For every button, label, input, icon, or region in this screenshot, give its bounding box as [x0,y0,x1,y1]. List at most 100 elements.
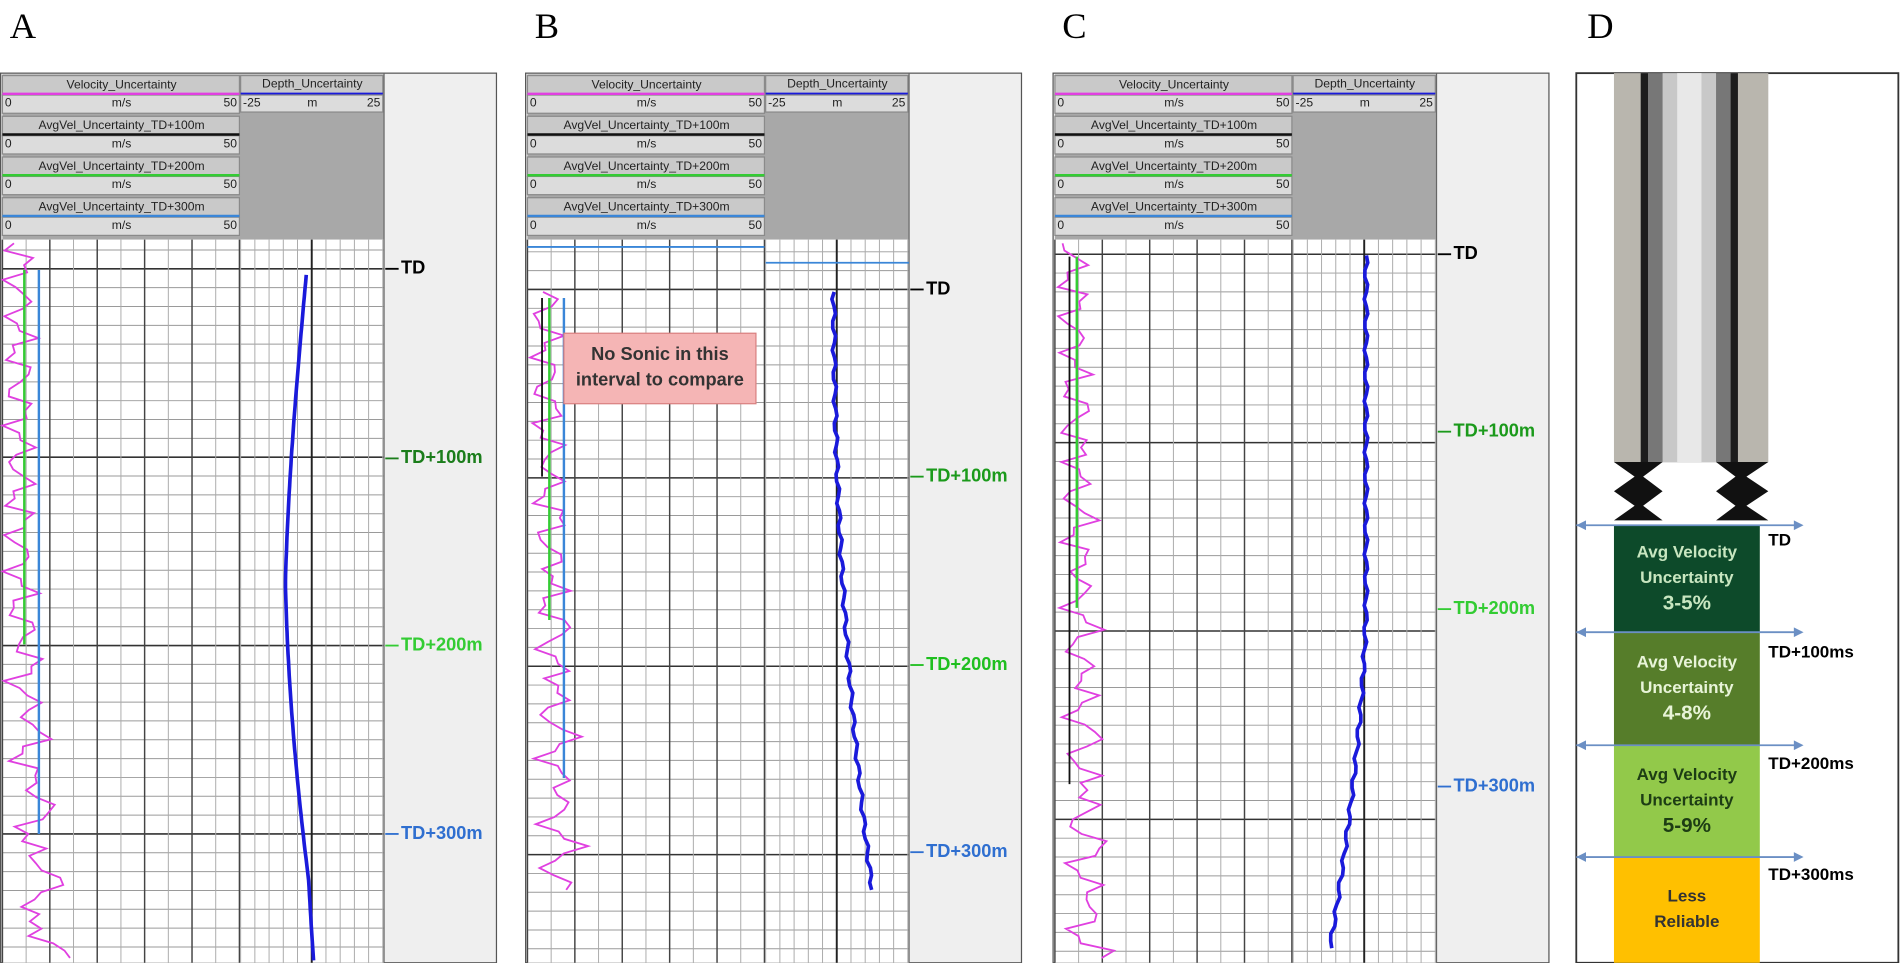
track-name: Velocity_Uncertainty [1119,78,1230,92]
marker-label: TD+200m [926,653,1008,674]
track-name: AvgVel_Uncertainty_TD+100m [38,118,204,132]
marker-label: TD+300m [1454,774,1536,795]
scale-max: 50 [748,177,762,191]
depth-unit: m [832,96,842,110]
depth-curve [1328,255,1370,949]
scale-min: 0 [5,136,12,150]
marker-label: TD+300ms [1768,865,1854,884]
track-name: AvgVel_Uncertainty_TD+300m [38,200,204,214]
velocity-curve [0,242,71,959]
scale-unit: m/s [1164,177,1184,191]
scale-min: 0 [5,218,12,232]
scale-unit: m/s [637,136,657,150]
scale-unit: m/s [1164,136,1184,150]
scale-max: 50 [1276,96,1290,110]
scale-min: 0 [1057,96,1064,110]
scale-unit: m/s [637,218,657,232]
scale-min: 0 [1057,177,1064,191]
scale-min: 0 [1057,218,1064,232]
zone-text: Uncertainty [1640,678,1734,697]
zone-text: Avg Velocity [1637,653,1738,672]
marker-label: TD+100m [1454,419,1536,440]
depth-min: -25 [1296,96,1314,110]
scale-min: 0 [530,136,537,150]
zone-text: Avg Velocity [1637,543,1738,562]
zone [1613,525,1760,633]
marker-label: TD [926,277,950,298]
grid-bg [1054,239,1437,963]
depth-min: -25 [768,96,786,110]
arrow-head [1576,740,1587,751]
depth-name: Depth_Uncertainty [1315,76,1416,90]
marker-label: TD+300m [401,822,483,843]
zone-text: Reliable [1654,912,1719,931]
note-box [563,332,757,405]
marker-label: TD+200m [401,633,483,654]
track-name: Velocity_Uncertainty [67,78,178,92]
marker-label: TD+200m [1454,597,1536,618]
scale-unit: m/s [637,96,657,110]
arrow-head [1576,520,1587,531]
bit-teeth [1716,462,1769,521]
note-text: interval to compare [576,368,744,389]
track-name: AvgVel_Uncertainty_TD+100m [563,118,729,132]
track-name: AvgVel_Uncertainty_TD+300m [1091,200,1257,214]
scale-unit: m/s [1164,96,1184,110]
depth-scale-row [1292,94,1436,113]
zone-text: 4-8% [1663,702,1711,725]
panel-label: D [1587,6,1613,46]
scale-max: 50 [748,218,762,232]
note-text: No Sonic in this [591,343,729,364]
marker-label: TD [1454,242,1478,263]
zone-text: Uncertainty [1640,568,1734,587]
track-name: AvgVel_Uncertainty_TD+200m [563,159,729,173]
track-name: Velocity_Uncertainty [592,78,703,92]
scale-max: 50 [1276,136,1290,150]
scale-max: 50 [1276,177,1290,191]
scale-max: 50 [748,136,762,150]
scale-unit: m/s [112,218,132,232]
marker-label: TD+100ms [1768,642,1854,661]
scale-min: 0 [5,177,12,191]
arrow-head [1576,852,1587,862]
scale-min: 0 [530,96,537,110]
depth-curve [829,291,874,891]
arrow-head [1793,852,1804,862]
panel-label: C [1062,6,1086,46]
zone-text: Less [1668,887,1707,906]
zone [1613,745,1760,858]
scale-max: 50 [223,96,237,110]
scale-unit: m/s [637,177,657,191]
scale-unit: m/s [1164,218,1184,232]
depth-scale-row [240,94,384,113]
scale-max: 50 [223,136,237,150]
bit-teeth [1613,462,1663,521]
depth-unit: m [1360,96,1370,110]
depth-max: 25 [892,96,906,110]
marker-label: TD+100m [401,446,483,467]
zone-text: 5-9% [1663,814,1711,837]
scale-min: 0 [530,177,537,191]
pipe-core [1677,73,1702,463]
zone-text: Avg Velocity [1637,765,1738,784]
zone [1613,857,1760,963]
scale-min: 0 [1057,136,1064,150]
velocity-curve [527,291,592,891]
depth-max: 25 [367,96,381,110]
grid-bg [2,239,385,963]
scale-min: 0 [5,96,12,110]
depth-curve [283,274,316,961]
depth-min: -25 [243,96,261,110]
marker-label: TD [1768,531,1791,550]
panel-label: B [535,6,559,46]
depth-unit: m [307,96,317,110]
arrow-head [1576,627,1587,638]
marker-label: TD+200ms [1768,754,1854,773]
marker-label: TD [401,257,425,278]
track-name: AvgVel_Uncertainty_TD+300m [563,200,729,214]
track-name: AvgVel_Uncertainty_TD+100m [1091,118,1257,132]
scale-unit: m/s [112,136,132,150]
arrow-head [1793,520,1804,531]
